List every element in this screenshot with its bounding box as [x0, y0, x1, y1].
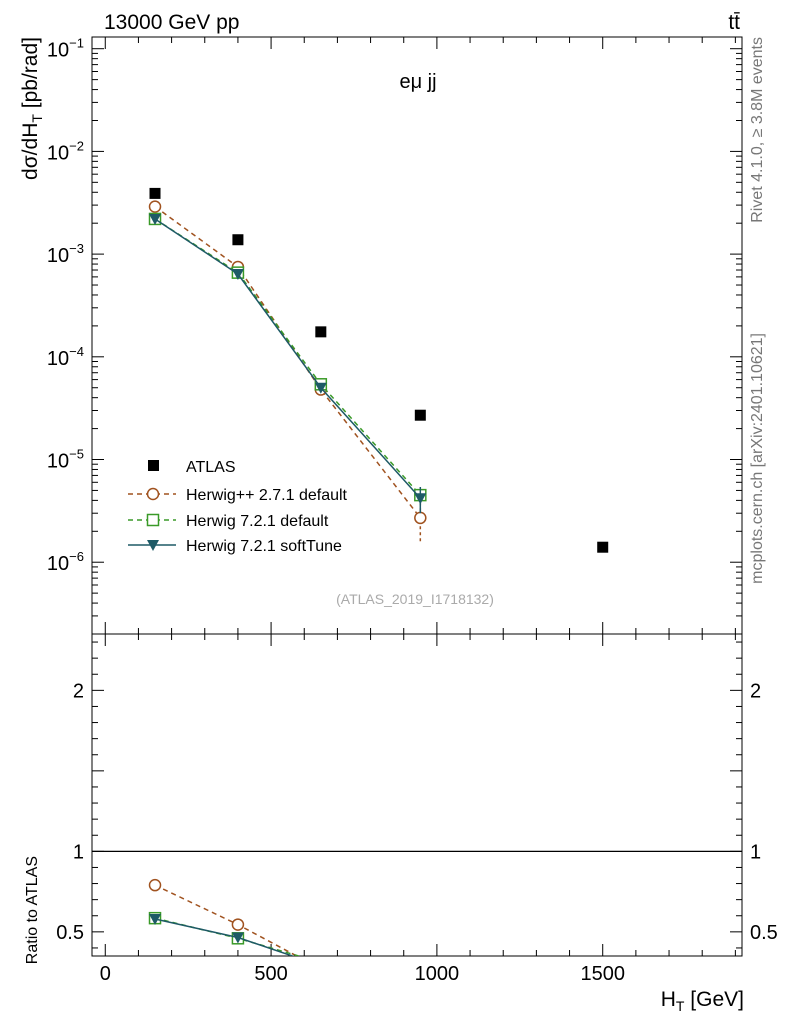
main-y-tick-label: 10−6 [47, 549, 84, 575]
legend-marker-herwig721 [146, 513, 160, 527]
side-label-mcplots: mcplots.cern.ch [arXiv:2401.10621] [749, 333, 766, 584]
header-right-label: tt̄ [728, 11, 740, 34]
ratio-y-tick-label: 0.5 [56, 922, 84, 944]
x-tick-label: 1500 [580, 963, 625, 985]
ratio-plot-frame [91, 633, 743, 957]
legend-marker-atlas [148, 460, 159, 471]
ratio-y-tick-label: 2 [73, 680, 84, 702]
legend-marker-softtune [147, 540, 159, 551]
main-series-point [414, 493, 427, 505]
main-y-tick-label: 10−3 [47, 241, 84, 267]
main-y-axis-title: dσ/dHT [pb/rad] [19, 37, 45, 180]
ratio-series-point [149, 913, 162, 925]
x-tick-label: 1000 [415, 963, 460, 985]
legend-entry-herwigpp: Herwig++ 2.7.1 default [128, 487, 348, 504]
atlas-data-point [414, 409, 426, 421]
main-plot-title: eμ jj [399, 71, 436, 93]
main-y-tick-label: 10−5 [47, 447, 84, 473]
main-series-point [314, 382, 327, 394]
ratio-y-tick-label: 1 [73, 841, 84, 863]
main-axis-ticks: 10−6 10−5 10−4 10−3 10−2 10−1 [47, 36, 742, 635]
legend-marker-herwigpp [146, 487, 160, 501]
main-y-tick-label: 10−4 [47, 344, 84, 370]
legend-entry-atlas: ATLAS [148, 459, 236, 476]
main-y-tick-label: 10−2 [47, 138, 84, 164]
legend-label-herwigpp: Herwig++ 2.7.1 default [186, 487, 348, 504]
main-plot-series [148, 187, 609, 553]
ratio-y-tick-label-right: 0.5 [750, 922, 778, 944]
main-series-line [154, 218, 421, 499]
legend-label-herwig721: Herwig 7.2.1 default [186, 513, 329, 530]
legend-entry-softtune: Herwig 7.2.1 softTune [128, 538, 342, 555]
atlas-data-point [232, 234, 244, 246]
ratio-series-point [148, 878, 162, 892]
legend-label-atlas: ATLAS [186, 459, 236, 476]
x-tick-label: 0 [100, 963, 111, 985]
legend: ATLAS Herwig++ 2.7.1 default Herwig 7.2.… [128, 459, 348, 555]
ratio-y-tick-label-right: 1 [750, 841, 761, 863]
ratio-y-tick-label-right: 2 [750, 680, 761, 702]
main-series-point [414, 511, 427, 525]
atlas-data-point [149, 187, 161, 199]
ratio-y-axis-title: Ratio to ATLAS [24, 856, 41, 964]
main-series-point [148, 200, 162, 213]
ratio-plot-series [148, 878, 302, 956]
header-left-label: 13000 GeV pp [104, 11, 239, 34]
x-tick-label: 500 [254, 963, 287, 985]
legend-entry-herwig721: Herwig 7.2.1 default [128, 513, 329, 530]
analysis-watermark: (ATLAS_2019_I1718132) [336, 591, 494, 607]
ratio-series-point [231, 918, 245, 931]
ratio-series-point [231, 932, 244, 944]
ratio-axis-ticks: 0 500 1000 1500 0.5 0.5 1 1 2 2 [56, 634, 778, 985]
main-series-point [231, 269, 244, 281]
main-y-tick-label: 10−1 [47, 36, 84, 62]
atlas-data-point [597, 541, 609, 553]
x-axis-title: HT [GeV] [661, 988, 744, 1014]
legend-label-softtune: Herwig 7.2.1 softTune [186, 538, 342, 555]
main-series-point [149, 213, 162, 225]
atlas-data-point [315, 326, 327, 338]
side-label-rivet: Rivet 4.1.0, ≥ 3.8M events [749, 37, 766, 223]
